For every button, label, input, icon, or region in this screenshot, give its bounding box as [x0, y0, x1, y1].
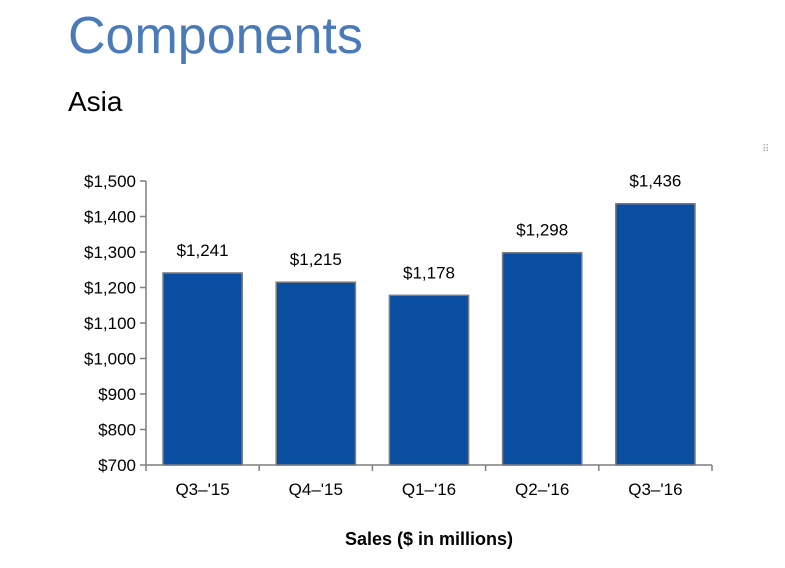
bar-value-label: $1,241	[177, 241, 229, 260]
y-tick-label: $700	[98, 456, 136, 475]
bar-value-label: $1,436	[629, 172, 681, 191]
bar	[615, 202, 696, 466]
x-axis-label: Sales ($ in millions)	[345, 529, 513, 549]
bar-value-label: $1,178	[403, 263, 455, 282]
bar	[275, 281, 357, 466]
bar	[501, 251, 583, 466]
y-axis: $700 $800 $900 $1,000 $1,100 $1,200 $1,300 $1,4…	[84, 172, 147, 475]
x-axis: Q3–'15 Q4–'15 Q1–'16 Q2–'16 Q3–'16	[145, 464, 713, 499]
page-subtitle: Asia	[68, 86, 123, 117]
x-tick-label: Q3–'15	[175, 480, 229, 499]
bar	[162, 272, 243, 466]
x-tick-label: Q4–'15	[289, 480, 343, 499]
y-tick-label: $900	[98, 385, 136, 404]
data-labels: $1,241 $1,215 $1,178 $1,298 $1,436	[177, 172, 682, 283]
y-tick-label: $1,300	[84, 243, 136, 262]
y-tick-label: $1,200	[84, 279, 136, 298]
y-tick-label: $1,400	[84, 208, 136, 227]
bar	[388, 294, 470, 466]
x-tick-label: Q1–'16	[402, 480, 456, 499]
x-tick-label: Q3–'16	[628, 480, 682, 499]
bar-value-label: $1,215	[290, 250, 342, 269]
bar-value-label: $1,298	[516, 221, 568, 240]
y-tick-label: $1,100	[84, 314, 136, 333]
bars	[162, 202, 696, 466]
y-tick-label: $1,000	[84, 350, 136, 369]
more-options-icon[interactable]: ⠿	[762, 144, 769, 155]
page-title: Components	[68, 7, 363, 65]
y-tick-label: $800	[98, 421, 136, 440]
x-tick-label: Q2–'16	[515, 480, 569, 499]
y-tick-label: $1,500	[84, 172, 136, 191]
